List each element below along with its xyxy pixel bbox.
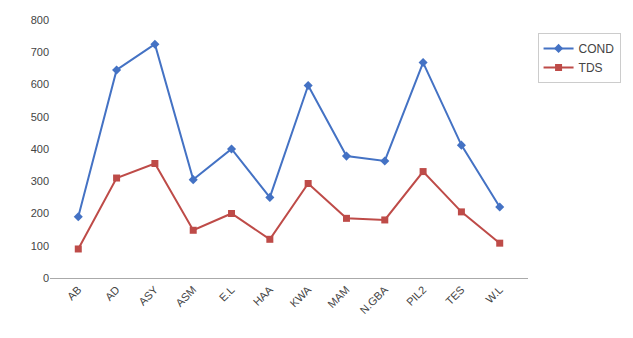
svg-text:AD: AD — [103, 283, 122, 302]
svg-text:600: 600 — [31, 78, 49, 90]
svg-text:HAA: HAA — [251, 283, 276, 308]
svg-text:200: 200 — [31, 207, 49, 219]
svg-text:AB: AB — [65, 284, 84, 303]
svg-text:ASM: ASM — [173, 284, 198, 309]
svg-text:PIL2: PIL2 — [404, 284, 428, 308]
svg-text:W.L: W.L — [483, 284, 505, 306]
svg-text:TES: TES — [443, 284, 467, 308]
svg-text:800: 800 — [31, 14, 49, 26]
svg-text:500: 500 — [31, 111, 49, 123]
svg-text:N.GBA: N.GBA — [357, 283, 390, 316]
svg-text:700: 700 — [31, 46, 49, 58]
svg-text:0: 0 — [43, 272, 49, 284]
svg-text:COND: COND — [579, 42, 615, 56]
svg-text:400: 400 — [31, 143, 49, 155]
svg-text:E.L: E.L — [217, 284, 237, 304]
svg-text:300: 300 — [31, 175, 49, 187]
svg-text:100: 100 — [31, 240, 49, 252]
svg-text:KWA: KWA — [288, 283, 314, 309]
svg-text:ASY: ASY — [136, 283, 161, 308]
svg-text:TDS: TDS — [579, 61, 603, 75]
svg-text:MAM: MAM — [325, 284, 352, 311]
